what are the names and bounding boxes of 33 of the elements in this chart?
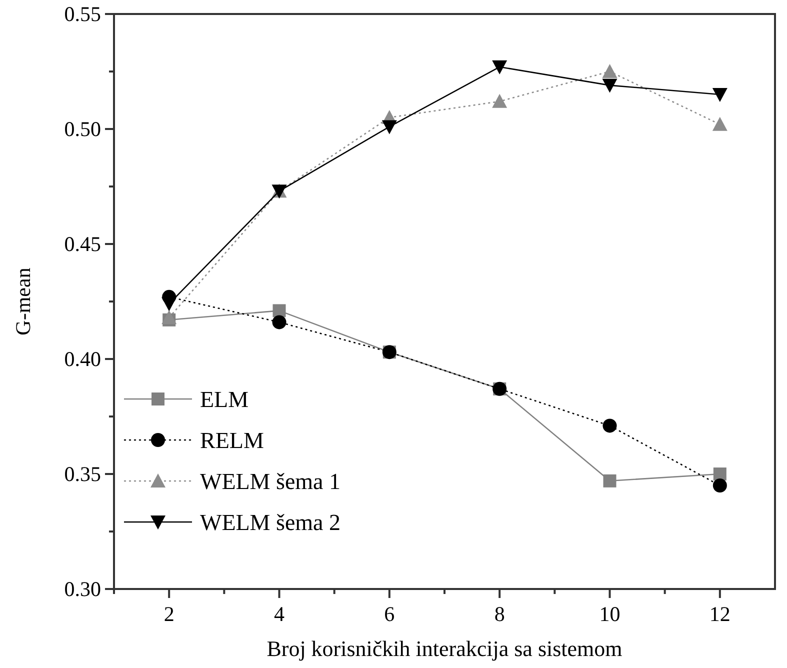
point [713, 468, 726, 480]
y-tick-label: 0.35 [64, 462, 101, 486]
legend-label: WELM šema 1 [200, 469, 341, 494]
legend-label: ELM [200, 387, 249, 412]
point [712, 88, 728, 102]
y-tick-label: 0.45 [64, 232, 101, 256]
point [602, 64, 618, 78]
x-tick-label: 8 [494, 602, 505, 626]
x-axis-title: Broj korisničkih interakcija sa sistemom [266, 636, 622, 661]
point [272, 315, 286, 330]
point [712, 478, 727, 492]
x-tick-label: 6 [384, 602, 395, 626]
point [602, 78, 618, 93]
point [602, 418, 617, 433]
x-tick-label: 12 [709, 602, 730, 626]
point [382, 120, 397, 134]
legend-label: RELM [200, 428, 264, 453]
point [162, 310, 177, 324]
y-tick-label: 0.40 [64, 347, 101, 371]
y-tick-label: 0.55 [64, 2, 101, 26]
x-tick-label: 2 [164, 602, 174, 626]
point [492, 60, 508, 74]
point [492, 94, 508, 108]
y-tick-label: 0.50 [64, 117, 101, 141]
point [272, 304, 286, 318]
y-tick-label: 0.30 [64, 577, 101, 601]
point [162, 297, 177, 312]
legend-label: WELM šema 2 [200, 510, 341, 535]
point [603, 474, 616, 488]
point [712, 116, 728, 131]
x-tick-label: 10 [599, 602, 620, 626]
y-axis-title: G-mean [11, 267, 35, 336]
x-tick-label: 4 [274, 602, 285, 626]
